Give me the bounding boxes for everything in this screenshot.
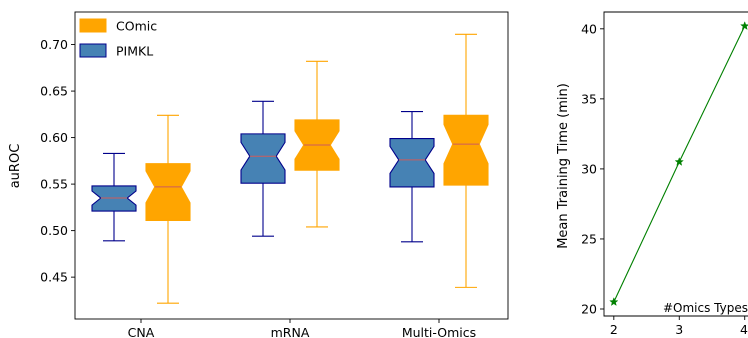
x-tick-label: 3: [675, 322, 683, 337]
y-tick-label: 40: [581, 21, 597, 36]
y-tick-label: 35: [581, 91, 597, 106]
y-tick-label: 0.60: [40, 130, 68, 145]
data-point-star: [674, 156, 684, 166]
x-tick-label: Multi-Omics: [402, 325, 476, 338]
box-pimkl-multi-omics: [389, 137, 435, 188]
line-series: [609, 21, 748, 306]
training-time-line-chart: 20 25 30 35 40 2 3 4 #Omics Types Mean Trainin…: [556, 11, 748, 337]
auroc-boxplot-chart: 0.45 0.50 0.55 0.60 0.65 0.70 CNA mRNA Multi-Om…: [8, 11, 509, 338]
y-tick-label: 0.70: [40, 37, 68, 52]
y-axis-label: Mean Training Time (min): [556, 83, 571, 249]
x-tick-label: 2: [610, 322, 618, 337]
legend-swatch-pimkl: [79, 43, 107, 58]
data-point-star: [740, 21, 748, 30]
box-comic-multi-omics: [443, 114, 489, 186]
plot-frame: [74, 11, 509, 320]
y-axis: 0.45 0.50 0.55 0.60 0.65 0.70: [40, 37, 75, 285]
legend-label-pimkl: PIMKL: [116, 44, 153, 59]
x-axis-label: #Omics Types: [663, 301, 748, 315]
box-pimkl-mrna: [240, 133, 286, 184]
data-point-star: [609, 297, 619, 306]
y-tick-label: 30: [581, 161, 597, 176]
y-tick-label: 0.45: [40, 270, 68, 285]
y-tick-label: 0.50: [40, 223, 68, 238]
y-tick-label: 20: [581, 301, 597, 316]
plot-frame: [603, 11, 748, 317]
x-axis: CNA mRNA Multi-Omics: [128, 319, 476, 338]
y-axis-label: auROC: [8, 144, 23, 189]
x-tick-label: 4: [740, 322, 748, 337]
x-axis: 2 3 4: [610, 316, 748, 337]
x-tick-label: mRNA: [271, 325, 310, 338]
y-tick-label: 0.65: [40, 84, 68, 99]
legend-swatch-comic: [79, 18, 107, 33]
y-axis: 20 25 30 35 40: [581, 21, 604, 316]
legend-label-comic: COmic: [116, 19, 157, 34]
series-line: [613, 25, 746, 303]
y-tick-label: 0.55: [40, 177, 68, 192]
box-comic-cna: [145, 163, 191, 221]
legend: COmic PIMKL: [79, 18, 157, 59]
x-tick-label: CNA: [128, 325, 155, 338]
y-tick-label: 25: [581, 231, 597, 246]
boxplot-series: [91, 33, 489, 304]
